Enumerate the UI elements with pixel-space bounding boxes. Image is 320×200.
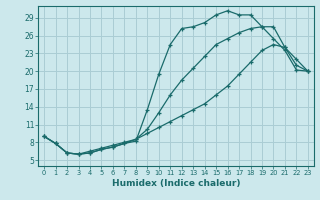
X-axis label: Humidex (Indice chaleur): Humidex (Indice chaleur) <box>112 179 240 188</box>
